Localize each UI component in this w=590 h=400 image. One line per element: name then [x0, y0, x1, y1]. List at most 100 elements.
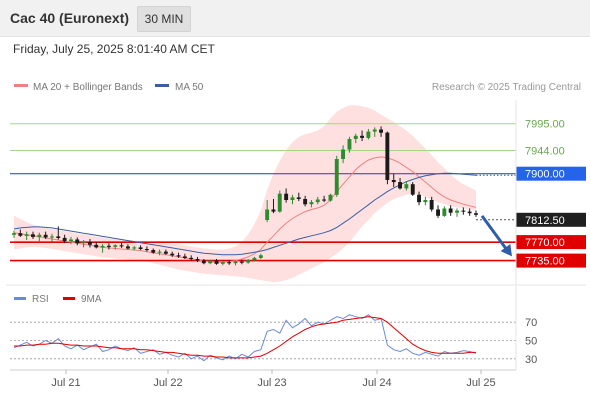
- candle-body: [436, 209, 440, 216]
- candle-body: [75, 239, 80, 244]
- x-tick-label: Jul 23: [257, 377, 286, 389]
- x-tick-label: Jul 25: [466, 377, 495, 389]
- candle-body: [214, 260, 219, 264]
- rsi-tick-label: 70: [525, 317, 537, 329]
- price-plot-area: 7995.00 7944.00 7900.00 7812.50 7770.00 7735.…: [10, 105, 586, 283]
- rsi-tick-label: 50: [525, 336, 537, 348]
- candle-body: [334, 159, 339, 195]
- level-label-box: [516, 253, 586, 268]
- level-label: 7944.00: [525, 146, 565, 158]
- candle-body: [246, 260, 251, 263]
- candle-body: [404, 184, 409, 189]
- x-tick-label: Jul 22: [153, 377, 182, 389]
- credit-label: Research © 2025 Trading Central: [432, 82, 581, 93]
- candle-body: [284, 193, 289, 200]
- candle-body: [252, 257, 257, 260]
- candle-body: [182, 256, 187, 258]
- level-label: 7900.00: [525, 169, 565, 181]
- candle-body: [353, 135, 358, 139]
- candle-body: [208, 260, 213, 264]
- ma9-legend-swatch: [63, 297, 75, 300]
- level-label: 7812.50: [525, 215, 565, 227]
- candle-body: [391, 180, 396, 183]
- candle-body: [170, 253, 175, 256]
- candle-body: [379, 129, 383, 133]
- candle-body: [442, 208, 447, 216]
- candle-body: [233, 261, 238, 264]
- candle-body: [189, 257, 194, 259]
- rsi-plot-area: 70 50 30: [10, 314, 537, 366]
- candle-body: [417, 194, 421, 203]
- instrument-title: Cac 40 (Euronext): [10, 10, 130, 26]
- candle-body: [18, 233, 23, 236]
- candle-body: [227, 262, 232, 264]
- candle-body: [239, 261, 244, 263]
- candle-body: [88, 242, 92, 245]
- projection-arrowhead: [500, 244, 512, 257]
- candle-body: [455, 210, 459, 213]
- candle-body: [303, 199, 308, 205]
- level-label: 7995.00: [525, 119, 565, 131]
- candle-body: [410, 184, 415, 195]
- candle-body: [461, 210, 466, 212]
- candle-body: [258, 255, 263, 258]
- candle-body: [94, 244, 99, 248]
- x-axis: Jul 21 Jul 22 Jul 23 Jul 24 Jul 25: [51, 370, 496, 389]
- candle-body: [24, 234, 29, 236]
- candle-body: [265, 209, 270, 220]
- candle-body: [347, 139, 352, 150]
- candle-body: [271, 209, 276, 212]
- projection-arrow-shaft: [480, 214, 510, 253]
- candle-body: [132, 247, 137, 249]
- ma20-legend-label: MA 20 + Bollinger Bands: [33, 82, 143, 93]
- candle-body: [201, 260, 206, 264]
- candle-body: [31, 234, 35, 237]
- x-tick-label: Jul 21: [51, 377, 80, 389]
- candle-body: [100, 245, 105, 248]
- candle-body: [372, 129, 377, 132]
- chart-datetime: Friday, July 25, 2025 8:01:40 AM CET: [13, 42, 215, 56]
- rsi-legend-swatch: [14, 297, 26, 300]
- candle-body: [56, 236, 61, 238]
- bollinger-band: [14, 105, 476, 283]
- candle-body: [366, 131, 371, 138]
- candle-body: [360, 135, 364, 138]
- candle-body: [138, 247, 143, 249]
- candle-body: [398, 182, 402, 189]
- candle-body: [126, 246, 130, 249]
- candle-body: [277, 193, 282, 212]
- candle-body: [12, 233, 16, 235]
- candle-body: [50, 236, 54, 238]
- ma20-line: [13, 156, 477, 263]
- candle-body: [423, 200, 428, 203]
- ma50-legend-label: MA 50: [175, 82, 204, 93]
- level-label-box: [516, 235, 586, 250]
- rsi-tick-label: 30: [525, 354, 537, 366]
- candle-body: [43, 234, 48, 238]
- timeframe-button[interactable]: 30 MIN: [137, 6, 191, 32]
- candle-body: [113, 245, 118, 247]
- candle-body: [81, 242, 86, 244]
- candle-body: [448, 208, 453, 213]
- candle-body: [163, 251, 168, 254]
- ma50-legend-swatch: [155, 84, 169, 87]
- candle-body: [296, 197, 301, 199]
- candle-body: [176, 255, 181, 257]
- candle-body: [328, 194, 333, 201]
- candle-body: [195, 259, 200, 261]
- level-label: 7735.00: [525, 256, 565, 268]
- rsi-series-9ma: [14, 316, 476, 359]
- rsi-legend-label: RSI: [32, 294, 49, 305]
- candle-body: [467, 211, 472, 214]
- candle-body: [144, 249, 149, 251]
- candle-body: [119, 245, 124, 247]
- ma9-legend-label: 9MA: [81, 294, 102, 305]
- rsi-series-rsi: [13, 314, 477, 362]
- candle-body: [62, 237, 67, 242]
- candle-body: [69, 239, 73, 242]
- candle-body: [151, 250, 156, 253]
- level-label-box: [516, 166, 586, 181]
- candle-body: [309, 202, 314, 205]
- candle-body: [474, 213, 478, 215]
- candle-body: [157, 251, 162, 253]
